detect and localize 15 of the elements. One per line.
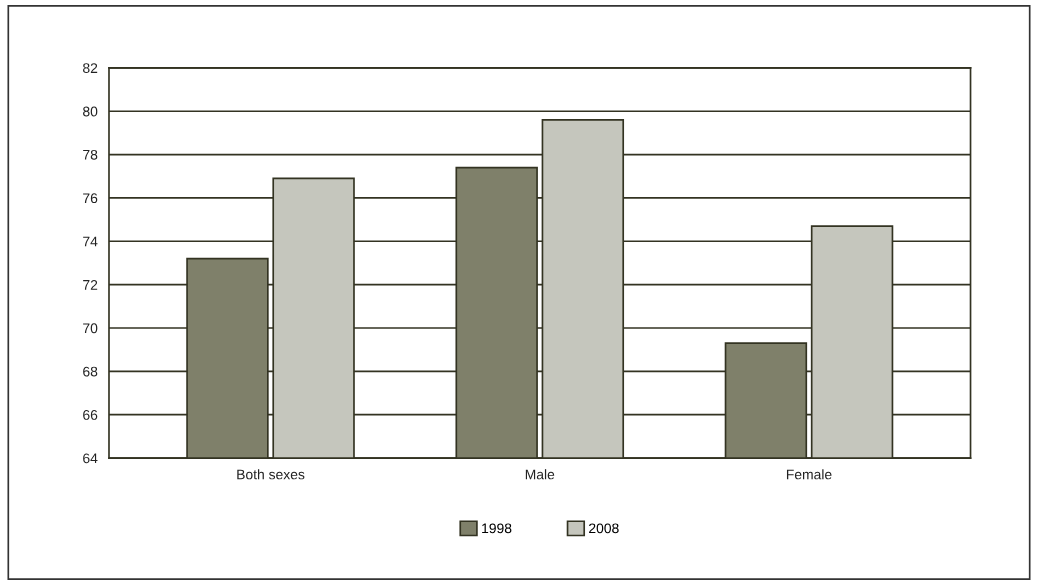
x-tick-label: Male bbox=[525, 469, 555, 480]
x-tick-label: Female bbox=[786, 469, 832, 480]
y-tick-label: 76 bbox=[83, 193, 98, 204]
x-tick-label: Both sexes bbox=[237, 469, 305, 480]
y-tick-label: 68 bbox=[83, 366, 98, 377]
y-tick-label: 72 bbox=[83, 279, 98, 290]
y-tick-label: 82 bbox=[83, 63, 98, 74]
y-tick-label: 64 bbox=[83, 453, 98, 464]
y-tick-label: 70 bbox=[83, 323, 98, 334]
legend-label: 2008 bbox=[589, 523, 619, 534]
y-tick-label: 78 bbox=[83, 149, 98, 160]
y-tick-label: 80 bbox=[83, 106, 98, 117]
legend-label: 1998 bbox=[482, 523, 512, 534]
y-tick-label: 66 bbox=[83, 410, 98, 420]
y-tick-label: 74 bbox=[83, 236, 98, 247]
